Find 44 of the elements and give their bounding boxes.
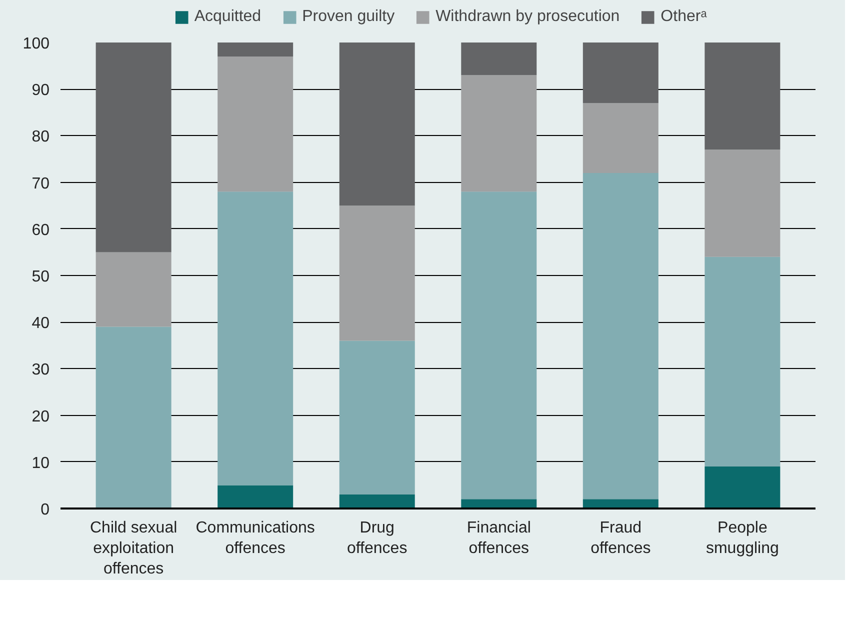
bar bbox=[461, 75, 537, 192]
bar bbox=[218, 42, 294, 56]
bar bbox=[218, 485, 294, 508]
bar bbox=[582, 42, 658, 104]
bar bbox=[582, 499, 658, 508]
y-tick-label: 30 bbox=[32, 362, 50, 379]
bar bbox=[218, 56, 294, 192]
x-tick-label: Financial offences bbox=[466, 520, 531, 557]
legend-label: Acquitted bbox=[194, 8, 262, 26]
bar bbox=[704, 466, 780, 508]
bar bbox=[704, 256, 780, 467]
bar bbox=[461, 499, 537, 508]
x-tick-label: People smuggling bbox=[706, 520, 779, 557]
y-tick-label: 60 bbox=[32, 222, 50, 239]
bar bbox=[96, 252, 172, 327]
bar bbox=[582, 103, 658, 173]
legend-label: Withdrawn by prosecution bbox=[436, 8, 620, 26]
bar bbox=[461, 192, 537, 500]
y-tick-label: 0 bbox=[40, 502, 50, 518]
y-tick-label: 40 bbox=[32, 315, 50, 332]
bar bbox=[339, 494, 415, 508]
legend-label: Proven guilty bbox=[302, 8, 395, 26]
bar bbox=[96, 42, 172, 252]
y-tick-label: 90 bbox=[32, 82, 50, 100]
legend-label: Otherᵃ bbox=[660, 8, 707, 26]
bar bbox=[339, 340, 415, 495]
bar bbox=[339, 42, 415, 206]
y-tick-label: 10 bbox=[32, 454, 50, 472]
y-tick-label: 70 bbox=[32, 175, 50, 192]
x-tick-label: Drug offences bbox=[347, 520, 408, 557]
bar bbox=[582, 172, 658, 500]
y-tick-label: 80 bbox=[32, 128, 50, 146]
bar bbox=[339, 206, 415, 341]
y-tick-label: 20 bbox=[32, 408, 50, 426]
x-tick-label: Child sexual exploitation offences bbox=[90, 520, 178, 578]
x-tick-label: Fraud offences bbox=[590, 520, 651, 557]
bar bbox=[218, 192, 294, 486]
bar bbox=[704, 150, 780, 257]
y-tick-label: 50 bbox=[32, 268, 50, 286]
bar bbox=[96, 326, 172, 508]
x-tick-label: Communications offences bbox=[196, 520, 315, 557]
y-tick-label: 100 bbox=[22, 36, 50, 52]
bar bbox=[461, 42, 537, 76]
bar bbox=[704, 42, 780, 150]
